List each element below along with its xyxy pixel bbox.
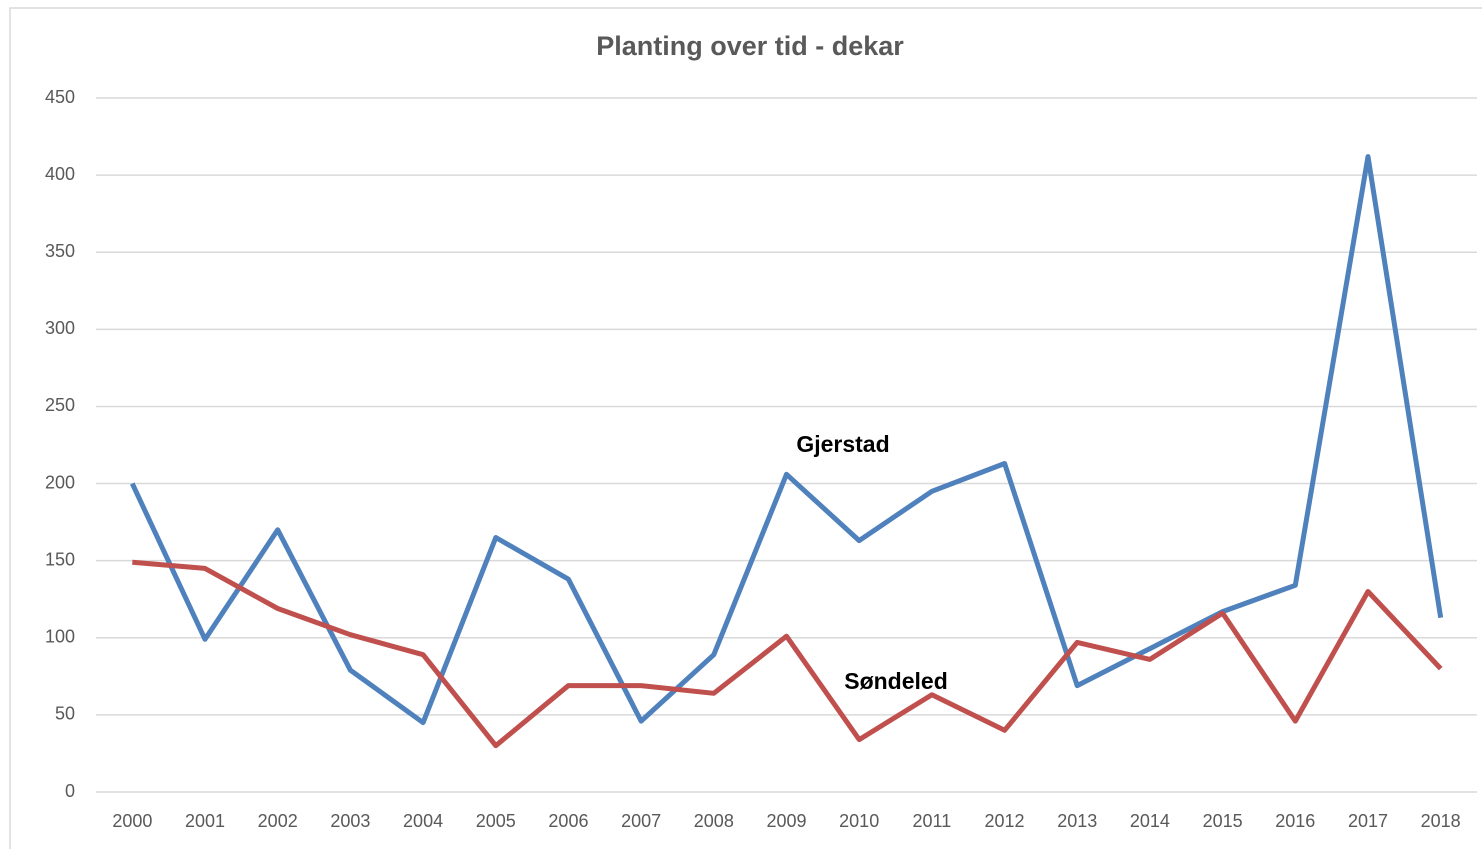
x-tick-label: 2006: [548, 811, 588, 831]
x-tick-label: 2001: [185, 811, 225, 831]
y-tick-label: 150: [45, 549, 75, 569]
chart-frame: [9, 7, 1482, 849]
x-tick-label: 2016: [1275, 811, 1315, 831]
x-tick-label: 2010: [839, 811, 879, 831]
y-tick-label: 0: [65, 781, 75, 801]
x-tick-label: 2007: [621, 811, 661, 831]
x-tick-label: 2015: [1203, 811, 1243, 831]
x-tick-label: 2017: [1348, 811, 1388, 831]
x-tick-label: 2011: [913, 811, 952, 831]
series-label: Søndeled: [844, 668, 948, 694]
y-tick-label: 350: [45, 241, 75, 261]
x-tick-label: 2004: [403, 811, 443, 831]
y-tick-label: 450: [45, 87, 75, 107]
x-tick-label: 2008: [694, 811, 734, 831]
x-tick-label: 2013: [1057, 811, 1097, 831]
x-tick-label: 2005: [476, 811, 516, 831]
x-tick-label: 2012: [985, 811, 1025, 831]
x-tick-label: 2018: [1421, 811, 1461, 831]
x-tick-label: 2014: [1130, 811, 1170, 831]
x-tick-label: 2003: [330, 811, 370, 831]
y-tick-label: 400: [45, 164, 75, 184]
chart-title: Planting over tid - dekar: [596, 31, 904, 61]
x-tick-label: 2009: [766, 811, 806, 831]
y-tick-label: 100: [45, 627, 75, 647]
y-tick-label: 250: [45, 395, 75, 415]
series-label: Gjerstad: [796, 431, 889, 457]
y-tick-label: 300: [45, 318, 75, 338]
series-line: [132, 559, 1443, 749]
x-tick-label: 2000: [112, 811, 152, 831]
y-tick-label: 200: [45, 472, 75, 492]
x-tick-label: 2002: [258, 811, 298, 831]
y-tick-label: 50: [55, 704, 75, 724]
